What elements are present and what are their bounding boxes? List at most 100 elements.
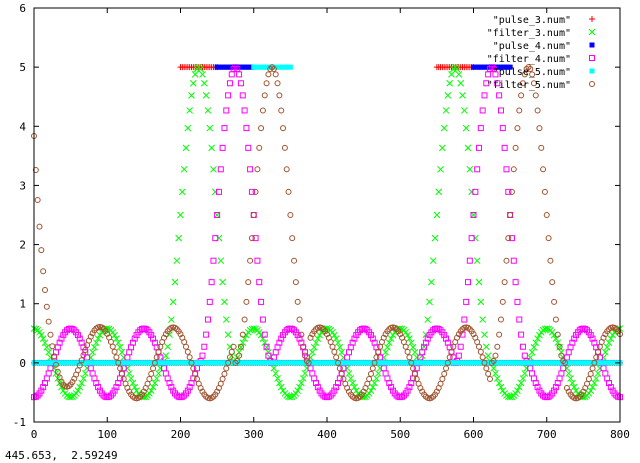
series-5-point <box>265 71 272 78</box>
series-1-point <box>241 335 248 342</box>
series-1-point <box>530 343 538 351</box>
legend-entry-marker <box>589 55 595 61</box>
series-1-point <box>67 393 74 401</box>
series-5-point <box>367 370 374 377</box>
series-3-point <box>179 393 186 400</box>
series-5-point <box>512 144 519 151</box>
series-1-point <box>473 257 481 265</box>
series-1-point <box>169 298 177 306</box>
series-3-point <box>349 339 356 346</box>
series-5-point <box>530 80 537 87</box>
series-5-point <box>519 80 526 87</box>
series-3-point <box>483 80 490 87</box>
series-5-point <box>54 368 61 375</box>
series-1-point <box>308 348 316 356</box>
series-5-point <box>270 65 277 72</box>
series-5-point <box>102 327 109 334</box>
series-5-point <box>411 370 418 377</box>
series-3-point <box>89 370 96 377</box>
series-3-point <box>69 325 76 332</box>
series-5-point <box>527 65 534 72</box>
series-5-point <box>283 166 290 173</box>
series-1-point <box>199 71 206 78</box>
series-1-point <box>475 278 483 286</box>
series-3-point <box>259 316 266 323</box>
series-3-point <box>272 349 279 356</box>
series-1-point <box>543 325 551 332</box>
series-1-point <box>446 79 454 87</box>
series-1-point <box>570 383 578 391</box>
series-3-point <box>226 80 233 87</box>
series-1-point <box>374 370 382 377</box>
legend: "pulse_3.num" "filter_3.num" "pulse_4.num"… <box>487 15 596 91</box>
series-5-point <box>51 353 58 360</box>
series-1-point <box>296 383 303 391</box>
x-tick-label: 800 <box>610 428 630 441</box>
series-5-point <box>490 358 497 365</box>
series-5-point <box>107 338 114 345</box>
series-5-point <box>41 286 48 293</box>
series-1-point <box>411 348 419 356</box>
series-5-point <box>331 348 338 355</box>
series-1-point <box>506 393 514 401</box>
series-5-point <box>182 343 189 350</box>
series-5-point <box>541 188 548 195</box>
series-5-point <box>65 383 72 390</box>
series-5-point <box>150 365 157 372</box>
series-5-point <box>525 64 532 71</box>
series-3-point <box>214 212 221 218</box>
series-5-point <box>296 316 303 323</box>
series-3-point <box>382 370 389 377</box>
series-5-point <box>190 365 197 372</box>
series-3-point <box>131 335 138 342</box>
legend-entry-label: "pulse_4.num" <box>493 41 571 52</box>
series-3-point <box>474 166 481 173</box>
series-5-point <box>488 359 495 366</box>
series-5-point <box>76 362 83 369</box>
series-5-point <box>406 354 413 361</box>
series-5-point <box>250 212 257 218</box>
series-5-point <box>477 348 484 355</box>
series-1-point <box>534 335 541 342</box>
series-3-point <box>150 335 157 342</box>
series-1-point <box>433 211 441 219</box>
series-1-point <box>206 124 214 132</box>
series-5-point <box>369 365 376 372</box>
series-5-point <box>532 92 539 99</box>
series-3-point <box>534 384 541 391</box>
series-1-point <box>274 375 281 382</box>
series-5-point <box>261 92 268 99</box>
series-1-point <box>114 339 122 347</box>
series-1-point <box>125 370 133 377</box>
series-1-point <box>435 188 443 196</box>
series-1-point <box>594 370 602 377</box>
series-3-point <box>345 349 352 356</box>
series-5-point <box>186 354 193 361</box>
series-3-point <box>472 188 479 195</box>
series-5-point <box>366 375 373 382</box>
series-3-point <box>56 339 63 346</box>
series-3-point <box>38 387 45 394</box>
x-tick-label: 0 <box>31 428 38 441</box>
series-5-point <box>298 331 305 338</box>
y-tick-label: 3 <box>19 179 26 192</box>
series-3-point <box>422 339 429 346</box>
coordinate-readout: 445.653, 2.59249 <box>5 449 118 462</box>
series-3-point <box>204 316 211 323</box>
series-3-point <box>519 343 526 350</box>
series-5-point <box>329 343 336 350</box>
series-3-point <box>162 370 169 377</box>
series-5-point <box>151 359 158 366</box>
series-5-point <box>514 125 521 132</box>
series-3-point <box>496 92 503 99</box>
series-5-point <box>373 354 380 361</box>
series-5-point <box>32 167 39 174</box>
series-1-point <box>80 375 87 382</box>
series-layer <box>30 63 624 402</box>
series-3-point <box>241 107 248 114</box>
series-3-point <box>463 298 470 305</box>
series-5-point <box>276 92 283 99</box>
series-5-point <box>483 365 490 372</box>
series-5-point <box>538 144 545 151</box>
series-3-point <box>457 343 464 350</box>
